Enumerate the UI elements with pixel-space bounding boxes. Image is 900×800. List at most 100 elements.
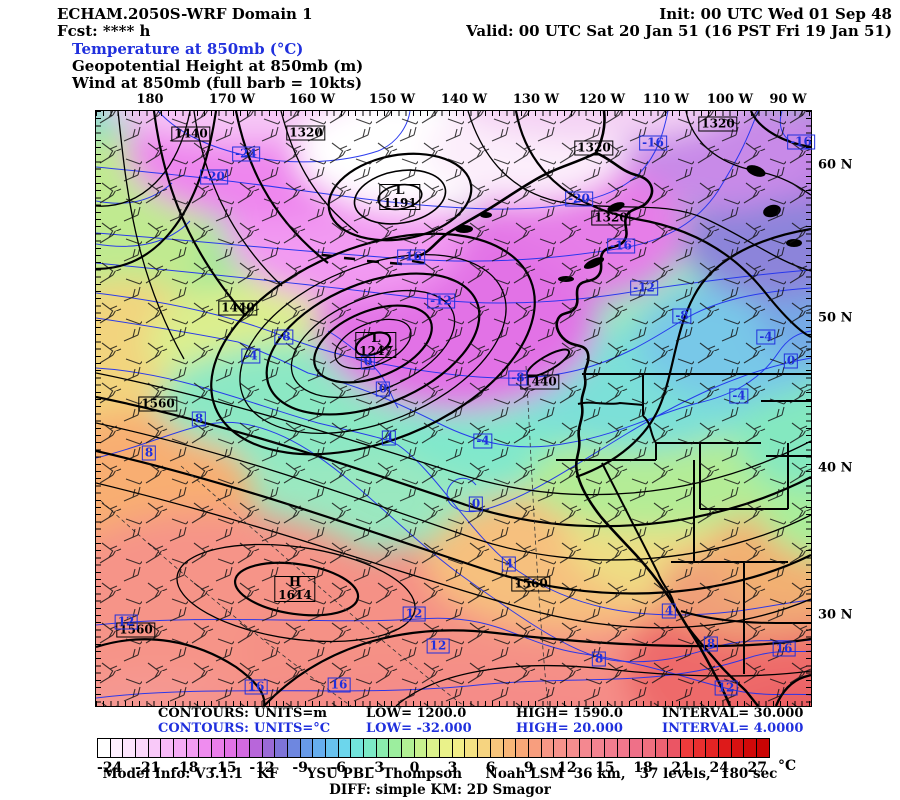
bottom-ticks xyxy=(96,701,811,706)
colorbar-cell xyxy=(402,739,415,757)
temp-contour-label: -20 xyxy=(565,191,593,207)
temp-contour-label: -4 xyxy=(241,348,261,364)
temp-contour-label: 12 xyxy=(426,638,450,654)
diffusion-info-line: DIFF: simple KM: 2D Smagor xyxy=(329,782,551,798)
colorbar-cell xyxy=(110,739,124,757)
colorbar-cell xyxy=(174,739,187,757)
map-canvas xyxy=(96,111,811,706)
temp-contour-label: 8 xyxy=(703,636,719,652)
colorbar-cell xyxy=(718,739,732,757)
legend-interval: INTERVAL= 30.000 xyxy=(662,706,804,721)
field-temperature-label: Temperature at 850mb (°C) xyxy=(72,40,304,58)
longitude-tick-label: 120 W xyxy=(578,92,626,107)
temp-contour-label: -4 xyxy=(756,329,776,345)
temp-contour-label: -24 xyxy=(232,146,260,162)
temp-contour-label: 4 xyxy=(381,430,397,446)
colorbar-cell xyxy=(262,739,276,757)
colorbar-cell xyxy=(731,739,745,757)
left-ticks xyxy=(96,111,101,706)
colorbar-cell xyxy=(186,739,200,757)
colorbar-cell xyxy=(516,739,529,757)
colorbar-tick-label: -18 xyxy=(173,760,199,776)
longitude-tick-label: 130 W xyxy=(512,92,560,107)
colorbar-cell xyxy=(300,739,314,757)
temp-contour-label: -4 xyxy=(473,433,493,449)
temp-contour-label: -16 xyxy=(607,238,635,254)
temp-contour-label: 8 xyxy=(191,411,207,427)
longitude-tick-label: 90 W xyxy=(769,92,807,107)
height-contour-label: 1320 xyxy=(286,125,326,141)
colorbar-cell xyxy=(136,739,149,757)
colorbar-cell xyxy=(288,739,301,757)
colorbar-cell xyxy=(123,739,137,757)
colorbar-cell xyxy=(503,739,517,757)
colorbar-tick-label: 21 xyxy=(671,760,691,776)
temp-contour-label: 0 xyxy=(468,496,484,512)
temp-contour-label: -4 xyxy=(729,388,749,404)
colorbar-tick-label: 15 xyxy=(595,760,615,776)
colorbar-cell xyxy=(490,739,504,757)
height-contour-label: 1560 xyxy=(511,576,551,592)
colorbar-cell xyxy=(592,739,605,757)
height-contour-legend: CONTOURS: UNITS=m LOW= 1200.0 HIGH= 1590… xyxy=(158,706,832,721)
colorbar-cell xyxy=(617,739,631,757)
colorbar-cell xyxy=(313,739,327,757)
latitude-tick-label: 30 N xyxy=(818,607,853,623)
temp-contour-label: -8 xyxy=(672,308,692,324)
temp-contour-legend: CONTOURS: UNITS=°C LOW= -32.000 HIGH= 20… xyxy=(158,721,832,736)
height-contour-label: 1560 xyxy=(116,622,156,638)
legend-units: UNITS=°C xyxy=(254,721,331,736)
colorbar-cell xyxy=(389,739,403,757)
temp-contour-label: 16 xyxy=(244,679,268,695)
height-contour-label: 1440 xyxy=(218,300,258,316)
colorbar-cell xyxy=(98,739,111,757)
colorbar-cell xyxy=(440,739,453,757)
colorbar-cell xyxy=(465,739,479,757)
temp-contour-label: 16 xyxy=(772,641,796,657)
colorbar-cell xyxy=(693,739,707,757)
model-info-line: Model Info: V3.1.1 KF YSU PBL Thompson N… xyxy=(102,766,778,782)
colorbar-tick-label: 3 xyxy=(447,760,458,776)
colorbar-unit: °C xyxy=(778,758,797,774)
low-center-marker: L 1247 xyxy=(355,332,397,358)
temp-contour-label: 12 xyxy=(114,614,138,630)
temp-contour-label: 0 xyxy=(360,354,376,370)
colorbar-cell xyxy=(452,739,466,757)
colorbar-tick-label: 6 xyxy=(485,760,496,776)
colorbar-cell xyxy=(148,739,162,757)
init-time: Init: 00 UTC Wed 01 Sep 48 xyxy=(659,5,892,23)
longitude-tick-label: 140 W xyxy=(440,92,488,107)
valid-time: Valid: 00 UTC Sat 20 Jan 51 (16 PST Fri … xyxy=(466,22,892,40)
pressure-center-letter: L xyxy=(395,183,405,198)
colorbar-cell xyxy=(554,739,567,757)
longitude-tick-label: 160 W xyxy=(288,92,336,107)
temp-contour-label: -16 xyxy=(397,249,425,265)
colorbar-cell xyxy=(668,739,681,757)
pressure-center-letter: H xyxy=(288,575,302,590)
colorbar-cell xyxy=(250,739,263,757)
temp-contour-label: 12 xyxy=(402,606,426,622)
colorbar-tick-label: 24 xyxy=(709,760,729,776)
colorbar-cell xyxy=(237,739,251,757)
legend-units: UNITS=m xyxy=(254,706,328,721)
high-center-marker: H 1614 xyxy=(274,575,316,602)
temp-contour-label: -16 xyxy=(787,134,815,150)
pressure-center-value: 1614 xyxy=(278,588,312,602)
colorbar-cell xyxy=(706,739,719,757)
colorbar-cell xyxy=(338,739,352,757)
temp-contour-label: 16 xyxy=(327,677,351,693)
longitude-tick-label: 180 xyxy=(136,92,164,107)
forecast-hour: Fcst: **** h xyxy=(57,22,151,40)
height-contour-label: 1320 xyxy=(591,210,631,226)
latitude-tick-label: 50 N xyxy=(818,310,853,326)
colorbar-tick-label: 0 xyxy=(409,760,420,776)
colorbar-cell xyxy=(655,739,669,757)
colorbar-cell xyxy=(351,739,365,757)
colorbar-cell xyxy=(326,739,339,757)
colorbar-tick-label: 27 xyxy=(747,760,768,776)
pressure-center-value: 1191 xyxy=(383,196,417,210)
latitude-tick-label: 60 N xyxy=(818,157,853,173)
longitude-axis: 180 170 W 160 W 150 W 140 W 130 W 120 W 110 W 10… xyxy=(95,92,810,108)
colorbar-cell xyxy=(161,739,175,757)
temp-contour-label: -16 xyxy=(639,135,667,151)
